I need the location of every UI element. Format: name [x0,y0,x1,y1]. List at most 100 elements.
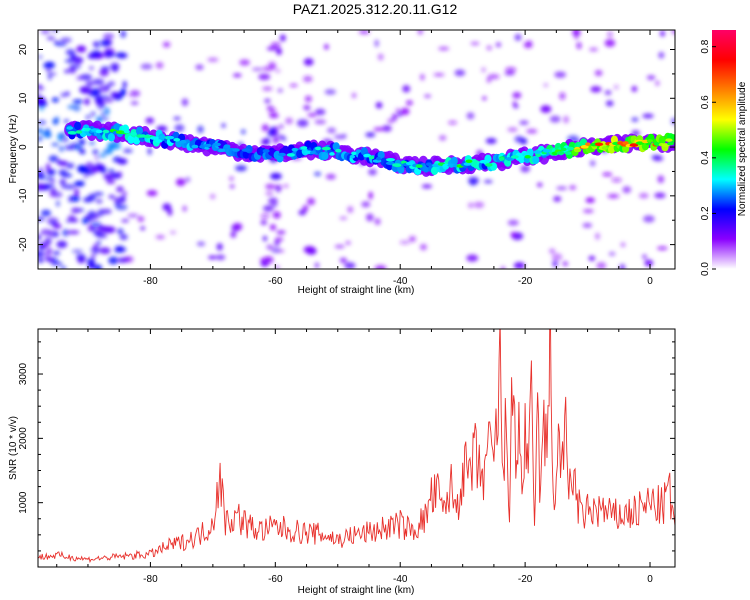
spectrogram-noise-cell [85,161,93,169]
spectrogram-noise-cell [120,30,126,38]
spectrogram-noise-cell [582,208,594,214]
spectrogram-noise-cell [52,118,58,125]
spectrogram-noise-cell [622,186,632,194]
spectrogram-noise-cell [374,39,379,48]
spectrogram-noise-cell [671,117,675,125]
spectrogram-noise-cell [273,126,279,132]
spectrogram-noise-cell [46,36,56,40]
spectrogram-noise-cell [520,165,531,173]
spectrogram-ytick-label: -10 [18,188,29,203]
spectrogram-cell [158,135,167,140]
spectrogram-noise-cell [46,257,54,263]
spectrogram-noise-cell [596,261,607,269]
spectrogram-noise-cell [365,132,376,138]
spectrogram-noise-cell [100,208,112,215]
spectrogram-noise-cell [108,256,119,265]
spectrogram-noise-cell [307,112,317,118]
spectrogram-noise-cell [99,39,111,47]
spectrogram-noise-cell [656,246,668,251]
spectrogram-noise-cell [467,202,474,209]
spectrogram-noise-cell [595,232,600,240]
spectrogram-noise-cell [262,235,268,242]
spectrogram-noise-cell [87,53,98,60]
spectrogram-noise-cell [40,30,50,35]
spectrogram-noise-cell [116,228,124,235]
spectrogram-noise-cell [559,92,566,100]
spectrogram-cell [262,149,270,153]
spectrogram-noise-cell [283,184,289,188]
spectrogram-noise-cell [594,69,603,77]
spectrogram-noise-cell [38,129,45,134]
spectrogram-noise-cell [315,108,326,116]
spectrogram-noise-cell [276,230,286,235]
spectrogram-xtick-label: 0 [647,276,653,287]
spectrogram-noise-cell [60,37,72,43]
spectrogram-noise-cell [261,138,269,146]
spectrogram-noise-cell [106,179,116,184]
spectrogram-noise-cell [196,241,206,247]
spectrogram-cell [309,150,316,155]
spectrogram-noise-cell [368,168,377,176]
spectrogram-noise-cell [505,67,517,73]
spectrogram-noise-cell [38,234,41,241]
spectrogram-cell [392,163,402,167]
spectrogram-noise-cell [90,248,102,252]
spectrogram-cell [130,131,137,136]
spectrogram-frame [37,29,676,270]
spectrogram-noise-cell [399,240,411,245]
spectrogram-noise-cell [40,209,52,217]
spectrogram-noise-cell [469,181,477,186]
spectrogram-noise-cell [128,93,133,97]
snr-ylabel: SNR (10 * v/v) [8,416,19,480]
spectrogram-noise-cell [137,216,145,223]
spectrogram-noise-cell [551,253,563,261]
spectrogram-noise-cell [366,213,374,222]
spectrogram-noise-cell [519,138,528,145]
spectrogram-noise-cell [482,96,487,101]
spectrogram-noise-cell [588,255,596,261]
snr-plot-area [38,329,675,567]
spectrogram-noise-cell [56,240,68,249]
spectrogram-noise-cell [38,96,46,105]
spectrogram-noise-cell [619,263,626,269]
spectrogram-noise-cell [78,138,86,146]
spectrogram-noise-cell [76,254,86,260]
spectrogram-noise-cell [654,192,666,199]
spectrogram-noise-cell [589,160,596,167]
spectrogram-noise-cell [174,124,185,132]
spectrogram-noise-cell [84,168,90,173]
spectrogram-noise-cell [155,234,166,240]
spectrogram-noise-cell [447,120,458,125]
spectrogram-noise-cell [543,83,549,88]
spectrogram-cell [232,148,240,152]
spectrogram-noise-cell [99,117,109,121]
spectrogram-noise-cell [351,92,357,99]
spectrogram-noise-cell [44,249,52,257]
spectrogram-noise-cell [64,69,69,74]
colorbar: 0.0 0.2 0.4 0.6 0.8 Normalized spectral ampl… [700,30,748,276]
spectrogram-cell [646,139,654,143]
spectrogram-noise-cell [514,33,522,41]
spectrogram-noise-cell [60,184,68,189]
spectrogram-noise-cell [563,115,569,124]
spectrogram-noise-cell [324,89,337,95]
spectrogram-noise-cell [100,66,111,71]
spectrogram-noise-cell [93,251,99,255]
spectrogram-noise-cell [486,45,493,51]
spectrogram-cell [564,151,572,155]
spectrogram-noise-cell [44,237,52,245]
spectrogram-cell [213,142,221,147]
snr-xlabel: Height of straight line (km) [298,585,415,596]
spectrogram-cell [580,145,589,149]
spectrogram-noise-cell [272,137,280,144]
spectrogram-cell [510,155,519,159]
spectrogram-noise-cell [504,71,516,76]
spectrogram-cell [635,141,645,145]
spectrogram-noise-cell [107,81,116,87]
spectrogram-noise-cell [342,133,347,139]
spectrogram-cell [149,136,159,140]
spectrogram-noise-cell [102,33,115,39]
spectrogram-noise-cell [466,112,475,120]
spectrogram-noise-cell [60,266,67,269]
